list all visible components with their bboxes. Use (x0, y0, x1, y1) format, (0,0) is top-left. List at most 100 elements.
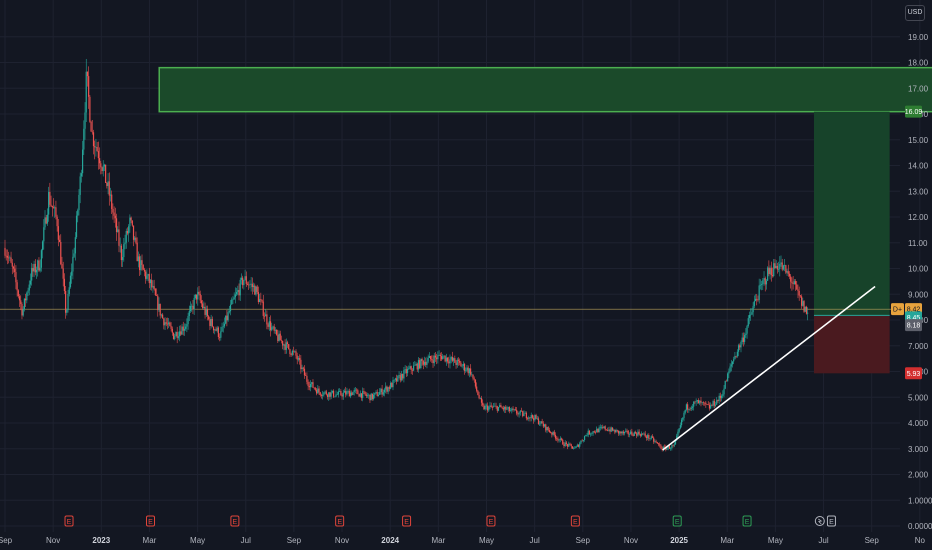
candle-body (414, 365, 416, 366)
candle-body (345, 390, 347, 395)
candle-body (752, 306, 754, 313)
candle-body (301, 367, 303, 370)
candle-body (55, 207, 57, 217)
candle-body (765, 280, 768, 285)
candle-body (123, 244, 125, 258)
candle-body (223, 323, 226, 327)
candle-body (219, 336, 221, 338)
candle-body (260, 299, 262, 300)
y-tick-label: 19.00 (908, 33, 929, 42)
candle-body (437, 355, 439, 360)
candle-body (459, 360, 461, 363)
candle-body (576, 444, 578, 447)
candle-body (374, 392, 376, 395)
candle-body (415, 363, 417, 366)
event-marker[interactable]: E (64, 515, 74, 527)
candle-body (796, 284, 798, 290)
candle-body (200, 300, 203, 304)
candle-body (466, 367, 468, 371)
candle-body (734, 356, 736, 360)
y-tick-label: 2.000 (908, 471, 929, 480)
candle-body (535, 415, 537, 419)
event-marker[interactable]: E (672, 515, 682, 527)
event-marker[interactable]: E (570, 515, 580, 527)
candle-body (451, 357, 454, 361)
x-axis[interactable]: Sep Nov 2023 Mar May Jul Sep Nov 2024 Mar May Jul Se… (0, 536, 926, 545)
event-marker[interactable]: E (486, 515, 496, 527)
candle-body (522, 411, 524, 417)
candle-body (105, 164, 107, 183)
candle-body (614, 430, 616, 433)
long-position-stop-area (813, 315, 890, 374)
x-tick-label: May (190, 536, 205, 545)
y-tick-label: 13.00 (908, 187, 929, 196)
candle-body (722, 394, 724, 396)
candle-body (324, 391, 326, 393)
candle-body (731, 361, 734, 365)
candle-body (45, 217, 47, 224)
candle-body (232, 299, 234, 301)
candle-body (422, 361, 424, 365)
candle-body (494, 405, 496, 407)
candle-body (312, 382, 314, 388)
candle-body (639, 434, 641, 436)
candle-body (580, 440, 582, 444)
candle-body (602, 427, 604, 428)
candle-body (358, 394, 360, 397)
candle-body (528, 417, 530, 419)
candle-body (46, 214, 49, 224)
candle-body (261, 299, 263, 302)
candle-body (254, 285, 256, 295)
candle-body (489, 405, 491, 407)
event-marker[interactable]: E (742, 515, 752, 527)
candle-body (397, 375, 399, 382)
candle-body (569, 443, 571, 445)
candle-body (553, 431, 555, 435)
candle-body (251, 283, 253, 288)
candle-body (286, 342, 289, 345)
event-marker[interactable] (814, 516, 825, 526)
candle-body (737, 345, 740, 352)
candle-body (787, 271, 789, 274)
candle-body (145, 271, 147, 279)
currency-button[interactable]: USD (905, 5, 925, 21)
candle-body (556, 438, 558, 440)
candle-body (655, 441, 657, 443)
candle-body (235, 292, 238, 295)
candle-body (158, 303, 160, 311)
candle-body (165, 322, 167, 324)
candle-body (705, 402, 707, 405)
candle-body (647, 435, 649, 438)
candle-body (217, 327, 219, 337)
candle-body (565, 442, 567, 445)
candle-body (526, 418, 529, 419)
candle-body (420, 358, 422, 368)
candle-body (750, 314, 752, 316)
event-marker[interactable]: E (146, 515, 155, 527)
candle-body (727, 373, 729, 382)
event-marker[interactable]: E (402, 515, 412, 527)
candle-body (220, 331, 222, 338)
event-marker[interactable]: E (230, 515, 240, 527)
candle-body (31, 267, 33, 281)
candle-body (713, 400, 715, 406)
candle-body (534, 415, 536, 421)
candle-body (141, 260, 143, 265)
event-marker[interactable]: E (335, 515, 345, 527)
x-tick-label: Sep (865, 536, 880, 545)
candle-body (496, 406, 498, 411)
earnings-label: E (745, 519, 750, 526)
candle-body (302, 367, 304, 369)
candle-body (645, 436, 648, 438)
candle-body (79, 176, 81, 195)
candle-body (744, 335, 746, 342)
candle-body (126, 230, 129, 234)
event-marker[interactable]: E (826, 515, 836, 527)
candle-body (357, 390, 359, 395)
candle-body (605, 429, 607, 431)
candle-body (520, 410, 523, 412)
candle-body (112, 208, 114, 213)
candle-body (685, 404, 688, 410)
candle-body (419, 360, 421, 368)
